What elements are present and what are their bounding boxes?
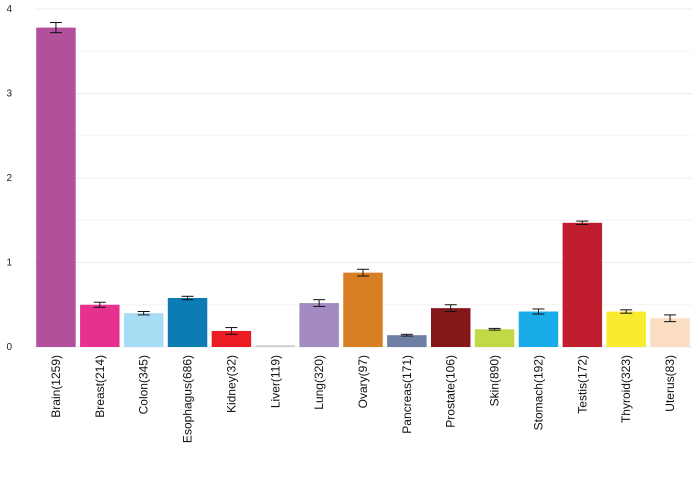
y-tick-label: 3 [6, 89, 12, 100]
x-tick-label: Esophagus(686) [181, 355, 195, 443]
error-bar [576, 220, 589, 225]
x-tick-label: Liver(119) [268, 355, 282, 408]
bar [387, 335, 427, 347]
error-bar [532, 308, 545, 315]
error-bar [357, 268, 369, 277]
error-bar [137, 311, 150, 316]
grid-lines [34, 8, 692, 348]
x-tick-label: Colon(345) [137, 355, 151, 414]
error-bar [488, 327, 501, 331]
x-tick-label: Thyroid(323) [619, 355, 633, 423]
x-tick-label: Prostate(106) [444, 355, 458, 428]
error-bar [181, 295, 194, 301]
y-tick-label: 2 [6, 173, 12, 184]
bar [474, 329, 515, 347]
y-tick-label: 4 [6, 4, 12, 15]
bar [80, 304, 120, 347]
x-tick-label: Brain(1259) [49, 355, 63, 418]
bar [343, 272, 383, 347]
bar [36, 27, 76, 348]
error-bars [49, 22, 677, 337]
bar [167, 297, 208, 347]
y-tick-label: 0 [6, 342, 12, 353]
error-bar [620, 309, 633, 314]
x-tick-label: Skin(890) [488, 355, 502, 406]
bar [430, 308, 471, 347]
bar [606, 311, 646, 347]
y-axis-ticks: 0 1 2 3 4 [6, 4, 12, 353]
x-tick-label: Kidney(32) [224, 355, 238, 413]
x-tick-label: Stomach(192) [531, 355, 545, 430]
bar [211, 330, 252, 347]
x-tick-label: Lung(320) [312, 355, 326, 410]
x-tick-label: Breast(214) [93, 355, 107, 418]
bar [123, 313, 164, 347]
error-bar [664, 314, 677, 323]
bar [299, 303, 339, 347]
x-axis-ticks: Brain(1259) Breast(214) Colon(345) Esophagu… [49, 355, 677, 443]
x-tick-label: Ovary(97) [356, 355, 370, 408]
error-bar [93, 301, 106, 308]
error-bar [444, 304, 457, 313]
x-tick-label: Testis(172) [575, 355, 589, 414]
bar [255, 345, 296, 347]
x-tick-label: Uterus(83) [663, 355, 677, 412]
error-bar [400, 333, 413, 337]
x-tick-label: Pancreas(171) [400, 355, 414, 434]
bars [36, 27, 690, 348]
bar [518, 311, 559, 347]
error-bar [313, 299, 326, 307]
error-bar [49, 22, 62, 34]
error-bar [225, 327, 238, 335]
y-tick-label: 1 [6, 258, 12, 269]
bar [562, 222, 603, 347]
bar [650, 318, 690, 347]
